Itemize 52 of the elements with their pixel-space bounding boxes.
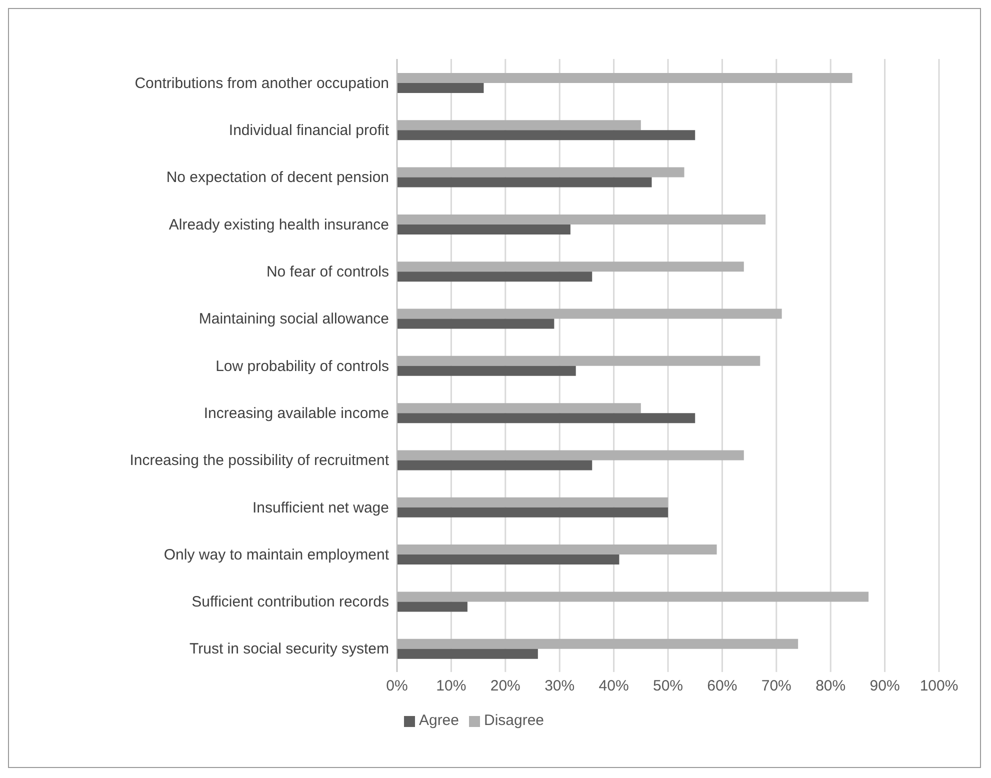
bar xyxy=(397,413,696,424)
bar xyxy=(397,648,538,659)
bar xyxy=(397,308,782,319)
bar xyxy=(397,450,744,460)
y-tick-label: Insufficient net wage xyxy=(252,499,389,516)
x-tick-label: 20% xyxy=(490,678,520,695)
bar xyxy=(397,507,668,518)
x-tick-label: 100% xyxy=(920,678,958,695)
bar xyxy=(397,262,744,272)
bar xyxy=(397,403,641,414)
bar xyxy=(397,497,668,508)
y-tick-label: No fear of controls xyxy=(266,264,389,281)
bar xyxy=(397,592,869,602)
x-tick-label: 80% xyxy=(816,678,846,695)
x-tick-label: 10% xyxy=(436,678,466,695)
y-tick-label: Maintaining social allowance xyxy=(198,310,389,328)
x-tick-label: 30% xyxy=(544,678,575,695)
bar xyxy=(397,366,576,376)
x-tick-label: 0% xyxy=(386,678,408,695)
y-tick-label: No expectation of decent pension xyxy=(166,169,389,186)
x-tick-label: 40% xyxy=(598,678,629,695)
bar xyxy=(397,120,641,130)
bar xyxy=(397,554,620,565)
bar xyxy=(397,224,570,234)
bar xyxy=(397,544,717,555)
bar xyxy=(397,167,684,178)
y-tick-label: Increasing available income xyxy=(204,404,389,422)
bar xyxy=(397,177,652,188)
legend-label: Disagree xyxy=(484,712,544,729)
x-tick-label: 50% xyxy=(652,678,684,695)
y-tick-label: Trust in social security system xyxy=(190,640,389,658)
y-tick-label: Sufficient contribution records xyxy=(192,594,389,611)
bar xyxy=(397,602,468,612)
bar xyxy=(397,83,484,93)
bar xyxy=(397,460,592,470)
bar xyxy=(397,130,696,140)
x-tick-label: 70% xyxy=(761,678,792,695)
y-tick-label: Individual financial profit xyxy=(228,122,390,140)
y-tick-label: Only way to maintain employment xyxy=(164,546,390,564)
bar xyxy=(397,214,766,224)
bar xyxy=(397,318,554,329)
bar xyxy=(397,356,760,366)
legend-label: Agree xyxy=(418,712,459,729)
y-tick-label: Increasing the possibility of recruitment xyxy=(130,452,390,470)
bar xyxy=(397,272,592,282)
bar xyxy=(397,638,798,649)
y-tick-label: Low probability of controls xyxy=(216,358,389,375)
x-tick-label: 90% xyxy=(870,678,900,695)
y-tick-label: Already existing health insurance xyxy=(168,216,389,234)
y-tick-label: Contributions from another occupation xyxy=(134,74,389,92)
bar xyxy=(397,73,852,83)
x-tick-label: 60% xyxy=(707,678,738,695)
